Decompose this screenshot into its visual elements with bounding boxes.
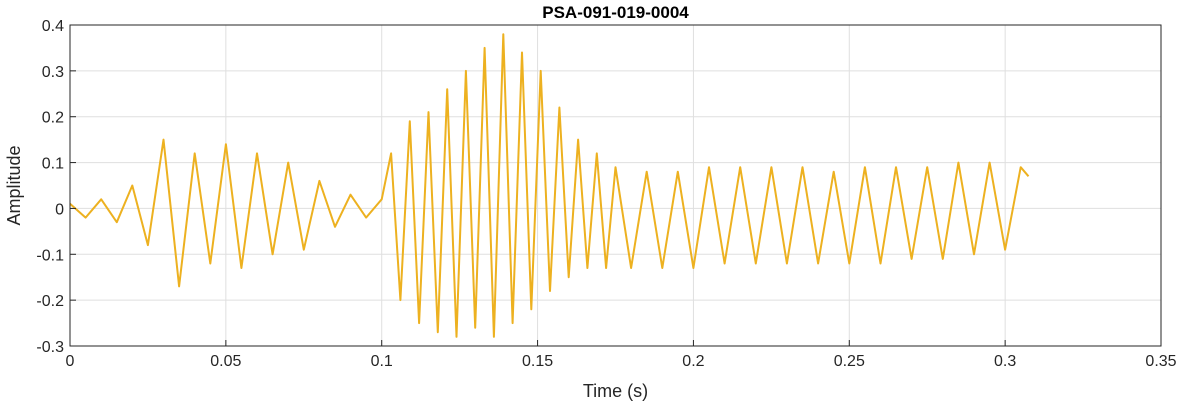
y-tick-label: 0.3 — [42, 64, 64, 81]
x-tick-label: 0.1 — [371, 353, 393, 370]
plot-frame — [69, 24, 1162, 347]
waveform-series — [69, 33, 1030, 338]
y-tick-label: 0.2 — [42, 110, 64, 127]
y-tick-label: 0.1 — [42, 156, 64, 173]
plot-area — [70, 25, 1161, 346]
x-tick-label: 0.05 — [210, 353, 241, 370]
y-tick-label: -0.1 — [36, 247, 64, 264]
y-tick-label: -0.2 — [36, 293, 64, 310]
x-tick-label: 0.3 — [994, 353, 1016, 370]
y-tick-label: 0.4 — [42, 18, 64, 35]
x-tick-label: 0.15 — [522, 353, 553, 370]
chart-title: PSA-091-019-0004 — [542, 3, 689, 22]
x-axis-label: Time (s) — [583, 381, 648, 401]
y-axis-label: Amplitude — [4, 145, 24, 225]
y-tick-label: -0.3 — [36, 339, 64, 356]
axis-ticks: 0 0.05 0.1 0.15 0.2 0.25 0.3 0.35 -0.3 -0.2 -0.1 0 0… — [36, 18, 1176, 370]
x-tick-label: 0.35 — [1145, 353, 1176, 370]
x-tick-label: 0.25 — [834, 353, 865, 370]
x-tick-label: 0.2 — [682, 353, 704, 370]
x-tick-label: 0 — [66, 353, 75, 370]
y-tick-label: 0 — [55, 201, 64, 218]
waveform-line — [69, 33, 1030, 338]
